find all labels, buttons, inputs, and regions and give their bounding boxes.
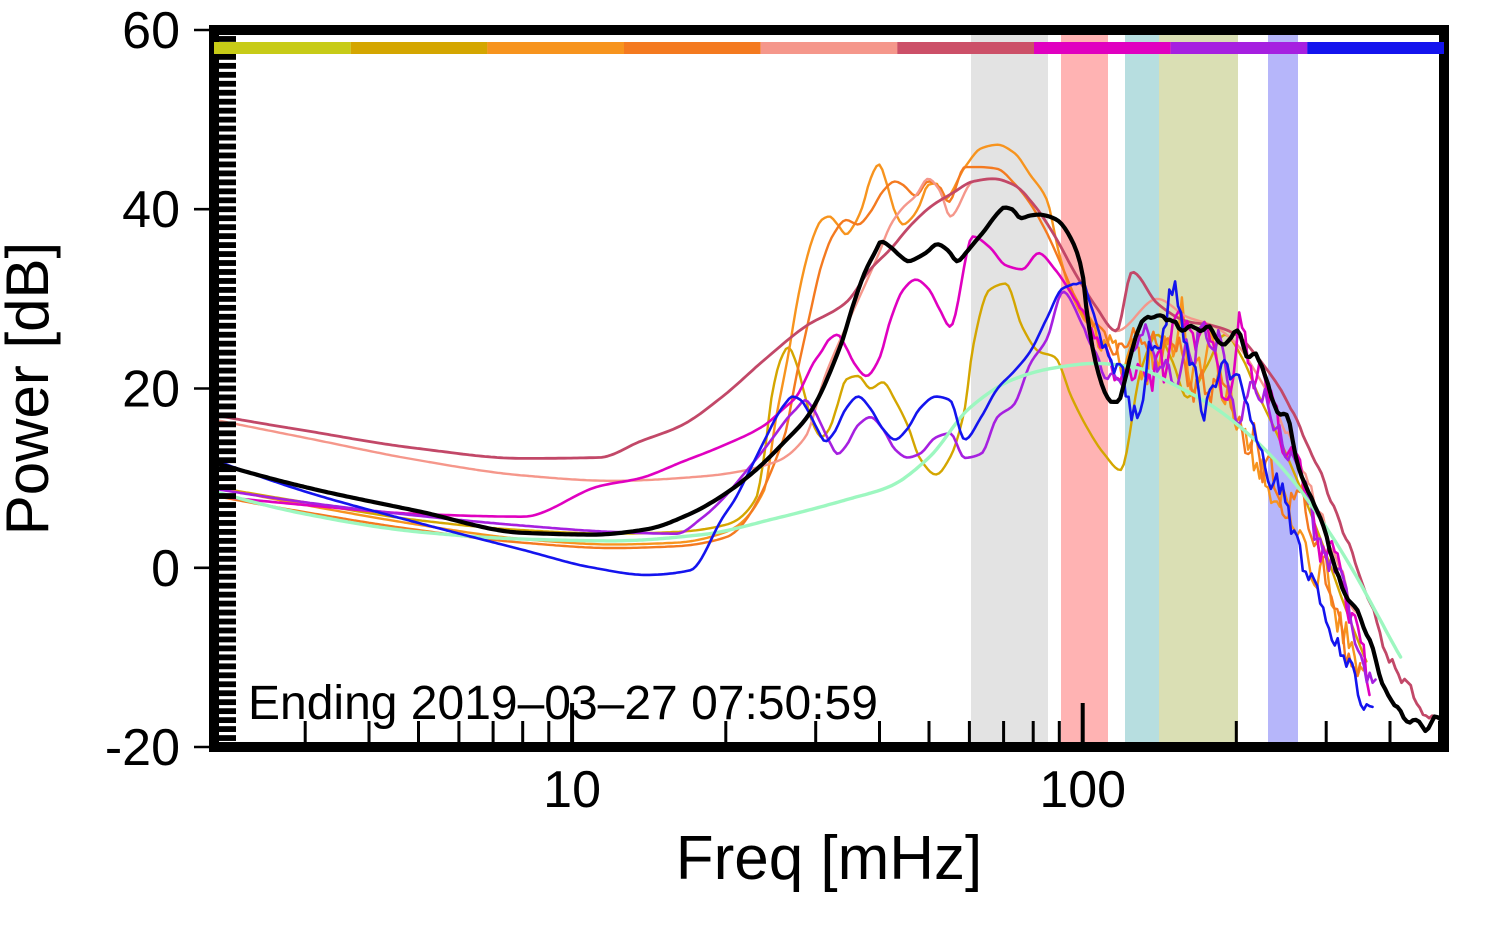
svg-text:20: 20	[122, 361, 180, 419]
svg-text:Power [dB]: Power [dB]	[0, 242, 61, 535]
svg-text:60: 60	[122, 2, 180, 60]
svg-text:100: 100	[1039, 761, 1126, 819]
svg-text:40: 40	[122, 181, 180, 239]
svg-text:-20: -20	[105, 719, 180, 777]
svg-text:Freq [mHz]: Freq [mHz]	[676, 824, 983, 893]
svg-text:10: 10	[543, 761, 601, 819]
svg-text:Ending 2019–03–27 07:50:59: Ending 2019–03–27 07:50:59	[248, 677, 878, 730]
svg-text:0: 0	[151, 540, 180, 598]
